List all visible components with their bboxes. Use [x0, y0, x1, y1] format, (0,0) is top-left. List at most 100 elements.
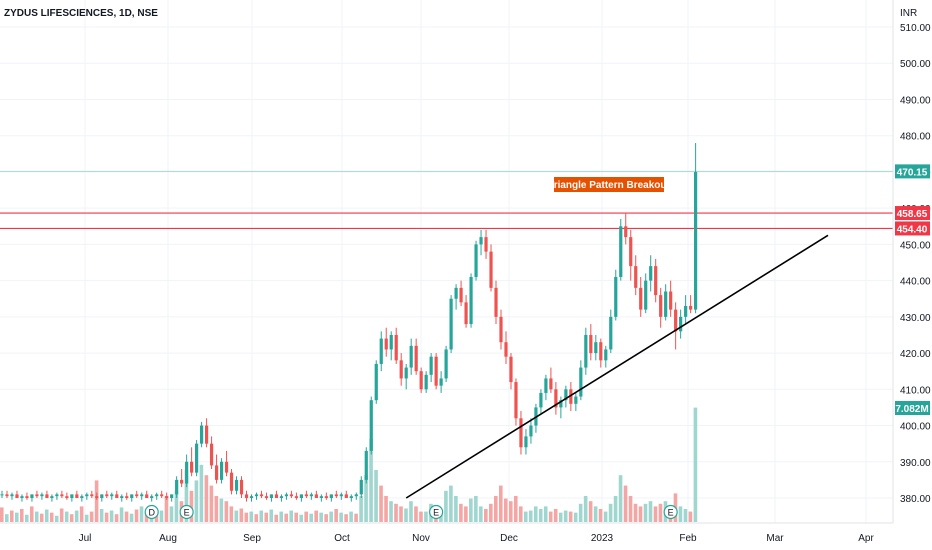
candle-body [399, 360, 403, 379]
trendline[interactable] [405, 234, 829, 499]
volume-bar [279, 511, 284, 522]
volume-bar [124, 511, 129, 522]
volume-bar [189, 490, 194, 522]
volume-bar [628, 496, 633, 522]
ascending-trendline[interactable] [405, 234, 829, 499]
volume-bar [638, 506, 643, 522]
time-tick-label: Mar [766, 533, 784, 544]
candle-body [105, 494, 109, 497]
price-axis-background [893, 0, 932, 550]
breakout-annotation[interactable]: Triangle Pattern Breakout [548, 177, 671, 192]
candle-body [339, 494, 343, 497]
candle-body [30, 494, 34, 498]
volume-bar [164, 496, 169, 522]
volume-bar [623, 485, 628, 522]
candle-body [229, 472, 234, 491]
volume-bar [523, 511, 528, 522]
candle-body [319, 496, 323, 498]
candle-body [464, 302, 468, 325]
candle-body [394, 334, 398, 361]
price-tick-label: 510.00 [900, 23, 931, 34]
candle-body [274, 494, 279, 498]
candle-body [514, 382, 518, 419]
volume-bar [139, 506, 144, 522]
volume-bar [329, 511, 333, 522]
candle-body [299, 494, 303, 498]
candle-body [314, 494, 318, 498]
candle-body [294, 496, 299, 498]
volume-label-text: 7.082M [895, 404, 928, 415]
candle-body [115, 494, 119, 498]
volume-bar [643, 503, 648, 522]
volume-bar [309, 513, 313, 522]
volume-bar [174, 490, 179, 522]
volume-bar [543, 506, 548, 522]
candle-body [284, 494, 289, 497]
volume-bar [79, 506, 84, 522]
event-marker[interactable]: E [429, 504, 444, 520]
volume-bar [259, 510, 264, 522]
resistance-lines[interactable] [0, 170, 893, 230]
event-marker[interactable]: D [144, 504, 159, 520]
candle-body [354, 494, 358, 497]
volume-bar [54, 515, 59, 522]
volume-bar [678, 506, 683, 522]
candle-body [629, 237, 633, 267]
candle-body [379, 338, 383, 364]
candle-body [145, 494, 149, 498]
candle-body [574, 396, 578, 404]
event-marker[interactable]: E [663, 504, 678, 520]
candle-body [15, 494, 19, 498]
volume-bar [553, 509, 558, 522]
candle-body [679, 316, 683, 332]
volume-bar [608, 503, 613, 522]
candle-body [584, 334, 588, 368]
volume-bar [234, 510, 239, 522]
event-marker-circle [429, 504, 444, 520]
volume-bar [354, 513, 358, 522]
volume-bar [548, 511, 553, 522]
candle-body [599, 342, 603, 361]
volume-bar [588, 501, 593, 522]
time-axis[interactable]: Jul Aug Sep Oct Nov Dec 2023 Feb Mar Apr [79, 533, 875, 544]
volume-bar [264, 512, 269, 522]
candle-body [125, 496, 129, 498]
time-tick-label: 2023 [591, 533, 614, 544]
volume-bar [598, 509, 603, 522]
volume-bar [454, 496, 458, 522]
volume-bar [314, 510, 318, 522]
volume-bar [538, 509, 543, 522]
price-label-box [895, 164, 930, 179]
price-label-text: 470.15 [897, 167, 928, 178]
candle-body [454, 287, 458, 299]
candle-body [204, 425, 209, 444]
volume-bar [419, 511, 423, 522]
event-marker[interactable]: E [179, 504, 194, 520]
candle-body [55, 494, 59, 497]
volume-bar [229, 506, 234, 522]
volume-bar [349, 511, 353, 522]
candle-body [165, 496, 169, 498]
volume-bar [568, 511, 573, 522]
candle-body [50, 496, 54, 498]
candle-body [674, 309, 678, 332]
volume-bar [154, 514, 159, 522]
candle-body [539, 392, 543, 408]
candle-body [589, 334, 593, 354]
candle-body [175, 479, 179, 495]
volume-bar [633, 503, 638, 522]
candle-body [214, 465, 219, 480]
volume-bar [69, 514, 74, 522]
volume-bar [24, 514, 29, 522]
candle-body [254, 494, 259, 497]
volume-bar [204, 475, 209, 522]
candle-body [120, 496, 124, 498]
candle-body [479, 237, 483, 245]
volume-bars [0, 407, 698, 522]
candle-body [239, 479, 244, 495]
time-tick-label: Oct [334, 533, 350, 544]
volume-bar [219, 498, 224, 522]
candle-body [409, 345, 413, 368]
